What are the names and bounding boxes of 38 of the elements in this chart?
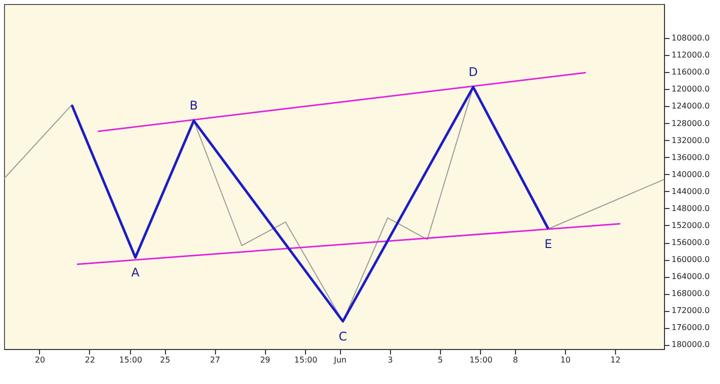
annotation: E xyxy=(544,236,552,251)
y-tick-label: 172000.0 xyxy=(672,306,710,316)
x-tick-label: 22 xyxy=(84,356,96,364)
x-tick-label: 27 xyxy=(210,356,220,364)
annotation: C xyxy=(338,329,348,344)
y-tick-label: 112000.0 xyxy=(672,50,710,60)
y-tick-label: 144000.0 xyxy=(672,186,710,196)
x-tick-label: 8 xyxy=(512,356,518,364)
y-tick-label: 160000.0 xyxy=(672,255,710,264)
y-tick-label: 124000.0 xyxy=(672,102,710,111)
y-tick-label: 136000.0 xyxy=(672,152,710,162)
x-tick-label: Jun xyxy=(332,356,346,364)
x-tick-label: 20 xyxy=(34,356,46,364)
annotation: B xyxy=(190,98,198,113)
x-tick-label: 12 xyxy=(610,356,621,364)
y-tick-label: 116000.0 xyxy=(672,68,710,77)
y-tick-label: 180000.0 xyxy=(672,340,710,350)
y-tick-label: 148000.0 xyxy=(672,204,710,213)
x-tick-label: 15:00 xyxy=(294,356,318,364)
annotation: D xyxy=(468,65,478,80)
y-tick-label: 128000.0 xyxy=(672,118,710,128)
x-tick-label: 10 xyxy=(560,356,571,364)
y-tick-label: 108000.0 xyxy=(672,34,710,43)
x-tick-label: 15:00 xyxy=(119,356,142,364)
y-tick-label: 132000.0 xyxy=(672,136,710,145)
y-tick-label: 152000.0 xyxy=(672,220,710,230)
y-tick-label: 156000.0 xyxy=(672,238,710,248)
y-tick-label: 176000.0 xyxy=(672,323,710,332)
x-tick-label: 5 xyxy=(438,356,443,364)
y-tick-label: 140000.0 xyxy=(672,170,710,179)
y-tick-label: 168000.0 xyxy=(672,289,710,298)
x-tick-label: 29 xyxy=(260,356,270,364)
y-tick-label: 164000.0 xyxy=(672,272,710,282)
x-tick-label: 3 xyxy=(388,356,393,364)
x-tick-label: 15:00 xyxy=(469,356,493,364)
y-tick-label: 120000.0 xyxy=(672,84,710,94)
annotation: A xyxy=(131,265,140,280)
x-tick-label: 25 xyxy=(160,356,170,364)
